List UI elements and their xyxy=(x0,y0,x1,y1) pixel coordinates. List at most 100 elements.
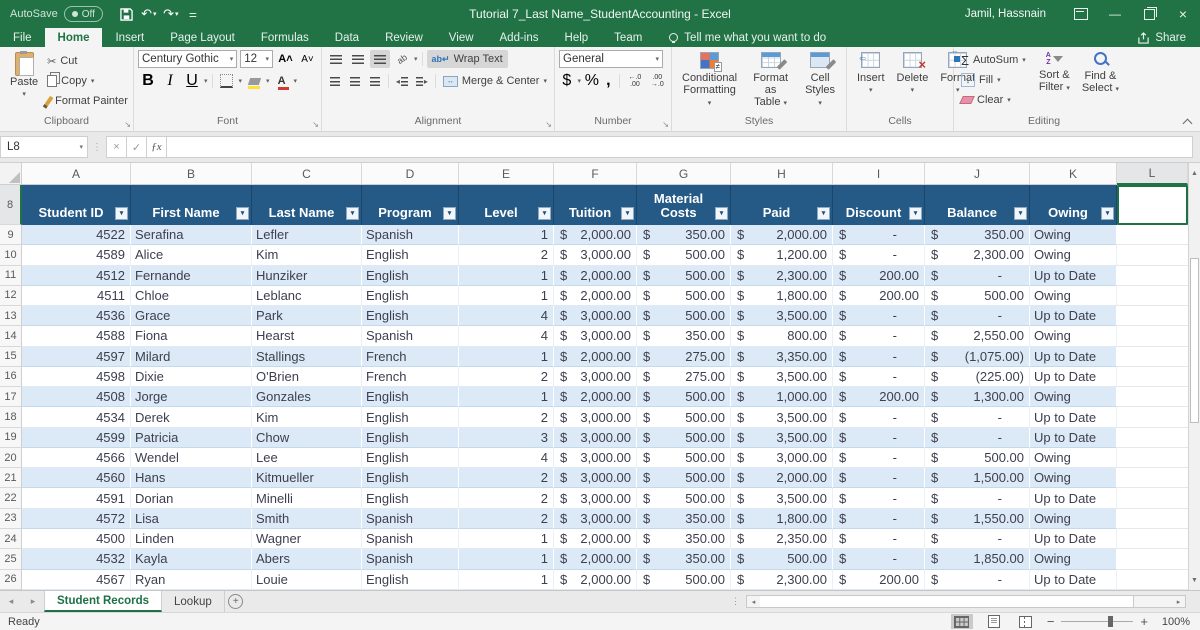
cell-J24[interactable]: $ - xyxy=(925,528,1030,550)
conditional-formatting-button[interactable]: ≠ Conditional Formatting ▾ xyxy=(676,50,743,114)
vertical-scrollbar-thumb[interactable] xyxy=(1190,258,1199,423)
cell-A23[interactable]: 4572 xyxy=(22,508,131,529)
shrink-font-button[interactable]: A˅ xyxy=(301,53,314,65)
cell-J20[interactable]: $500.00 xyxy=(925,447,1030,469)
filter-button-last-name[interactable]: ▾ xyxy=(346,207,359,220)
table-header-first-name[interactable]: First Name ▾ xyxy=(131,185,252,225)
cell-K21[interactable]: Owing xyxy=(1030,468,1117,489)
column-header-K[interactable]: K xyxy=(1030,163,1117,185)
cell-E11[interactable]: 1 xyxy=(459,265,554,286)
comma-style-button[interactable]: , xyxy=(606,72,611,89)
fill-button[interactable]: ↓ Fill ▾ xyxy=(958,71,1029,89)
scroll-right-button[interactable]: ▸ xyxy=(1176,598,1181,606)
filter-button-balance[interactable]: ▾ xyxy=(1014,207,1027,220)
cell-G18[interactable]: $500.00 xyxy=(637,407,731,428)
cell-F11[interactable]: $2,000.00 xyxy=(554,265,637,286)
decrease-indent-button[interactable]: ◂ xyxy=(393,72,411,90)
number-format-select[interactable]: General ▾ xyxy=(559,50,663,68)
cell-I25[interactable]: $ - xyxy=(833,549,925,570)
middle-align-button[interactable] xyxy=(348,50,368,68)
row-header-12[interactable]: 12 xyxy=(0,285,22,307)
cell-K14[interactable]: Owing xyxy=(1030,326,1117,347)
tab-data[interactable]: Data xyxy=(334,31,360,44)
filter-button-discount[interactable]: ▾ xyxy=(909,207,922,220)
row-header-20[interactable]: 20 xyxy=(0,447,22,469)
cell-K16[interactable]: Up to Date xyxy=(1030,366,1117,388)
cell-G22[interactable]: $500.00 xyxy=(637,488,731,509)
tab-help[interactable]: Help xyxy=(564,31,589,44)
row-header-24[interactable]: 24 xyxy=(0,528,22,550)
cell-A24[interactable]: 4500 xyxy=(22,528,131,550)
column-header-L[interactable]: L xyxy=(1117,163,1188,185)
row-header-23[interactable]: 23 xyxy=(0,508,22,529)
font-family-select[interactable]: Century Gothic ▾ xyxy=(138,50,238,68)
cell-E26[interactable]: 1 xyxy=(459,569,554,590)
cell-G9[interactable]: $350.00 xyxy=(637,225,731,246)
collapse-ribbon-button[interactable] xyxy=(1182,117,1192,127)
cell-E16[interactable]: 2 xyxy=(459,366,554,388)
cell-L14[interactable] xyxy=(1117,326,1188,347)
cell-B13[interactable]: Grace xyxy=(131,306,252,327)
cell-I16[interactable]: $ - xyxy=(833,366,925,388)
sheet-nav-prev-button[interactable]: ◂ xyxy=(8,596,14,606)
table-header-student-id[interactable]: Student ID ▾ xyxy=(22,185,131,225)
zoom-in-button[interactable]: + xyxy=(1140,613,1148,629)
font-dialog-launcher[interactable]: ↘ xyxy=(312,120,319,129)
cell-B25[interactable]: Kayla xyxy=(131,549,252,570)
cell-E13[interactable]: 4 xyxy=(459,306,554,327)
cell-C16[interactable]: O'Brien xyxy=(252,366,362,388)
cell-J22[interactable]: $ - xyxy=(925,488,1030,509)
cell-G10[interactable]: $500.00 xyxy=(637,245,731,266)
cell-E12[interactable]: 1 xyxy=(459,285,554,307)
cell-H9[interactable]: $2,000.00 xyxy=(731,225,833,246)
autosave-toggle[interactable]: Off xyxy=(63,6,103,22)
increase-indent-button[interactable]: ▸ xyxy=(413,72,431,90)
cell-B23[interactable]: Lisa xyxy=(131,508,252,529)
cell-C19[interactable]: Chow xyxy=(252,427,362,448)
row-header-14[interactable]: 14 xyxy=(0,326,22,347)
column-header-D[interactable]: D xyxy=(362,163,459,185)
cell-E18[interactable]: 2 xyxy=(459,407,554,428)
table-header-paid[interactable]: Paid ▾ xyxy=(731,185,833,225)
restore-button[interactable] xyxy=(1132,0,1166,28)
row-header-19[interactable]: 19 xyxy=(0,427,22,448)
cell-C22[interactable]: Minelli xyxy=(252,488,362,509)
paste-button[interactable]: Paste ▾ xyxy=(4,50,44,114)
filter-button-tuition[interactable]: ▾ xyxy=(621,207,634,220)
cell-I20[interactable]: $ - xyxy=(833,447,925,469)
cell-F19[interactable]: $3,000.00 xyxy=(554,427,637,448)
tab-team[interactable]: Team xyxy=(614,31,643,44)
cell-F23[interactable]: $3,000.00 xyxy=(554,508,637,529)
cell-K13[interactable]: Up to Date xyxy=(1030,306,1117,327)
cell-C15[interactable]: Stallings xyxy=(252,346,362,367)
cell-B22[interactable]: Dorian xyxy=(131,488,252,509)
delete-cells-button[interactable]: × Delete ▾ xyxy=(891,50,935,114)
cell-D17[interactable]: English xyxy=(362,387,459,408)
cell-L17[interactable] xyxy=(1117,387,1188,408)
row-header-21[interactable]: 21 xyxy=(0,468,22,489)
zoom-level[interactable]: 100% xyxy=(1161,615,1190,628)
account-name[interactable]: Jamil, Hassnain xyxy=(964,8,1046,20)
cell-E25[interactable]: 1 xyxy=(459,549,554,570)
cell-I17[interactable]: $200.00 xyxy=(833,387,925,408)
cell-B19[interactable]: Patricia xyxy=(131,427,252,448)
column-header-C[interactable]: C xyxy=(252,163,362,185)
cell-F15[interactable]: $2,000.00 xyxy=(554,346,637,367)
row-header-11[interactable]: 11 xyxy=(0,265,22,286)
column-header-I[interactable]: I xyxy=(833,163,925,185)
cell-B15[interactable]: Milard xyxy=(131,346,252,367)
cell-K24[interactable]: Up to Date xyxy=(1030,528,1117,550)
cell-K19[interactable]: Up to Date xyxy=(1030,427,1117,448)
cell-A22[interactable]: 4591 xyxy=(22,488,131,509)
select-all-button[interactable] xyxy=(0,163,22,185)
cell-J18[interactable]: $ - xyxy=(925,407,1030,428)
cell-H23[interactable]: $1,800.00 xyxy=(731,508,833,529)
cell-L20[interactable] xyxy=(1117,447,1188,469)
cell-H20[interactable]: $3,000.00 xyxy=(731,447,833,469)
row-header-26[interactable]: 26 xyxy=(0,569,22,590)
cell-I18[interactable]: $ - xyxy=(833,407,925,428)
cell-K20[interactable]: Owing xyxy=(1030,447,1117,469)
cell-L19[interactable] xyxy=(1117,427,1188,448)
cell-E20[interactable]: 4 xyxy=(459,447,554,469)
